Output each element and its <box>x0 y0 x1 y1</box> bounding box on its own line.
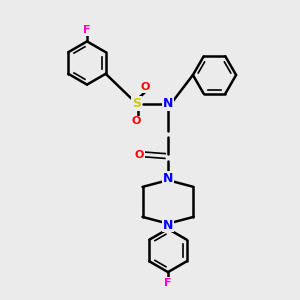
Text: S: S <box>132 97 141 110</box>
Text: N: N <box>163 172 173 185</box>
Text: F: F <box>83 25 91 35</box>
Text: O: O <box>141 82 150 92</box>
Text: O: O <box>135 149 144 160</box>
Text: N: N <box>163 219 173 232</box>
Text: O: O <box>132 116 141 127</box>
Text: N: N <box>163 97 173 110</box>
Text: F: F <box>164 278 172 288</box>
